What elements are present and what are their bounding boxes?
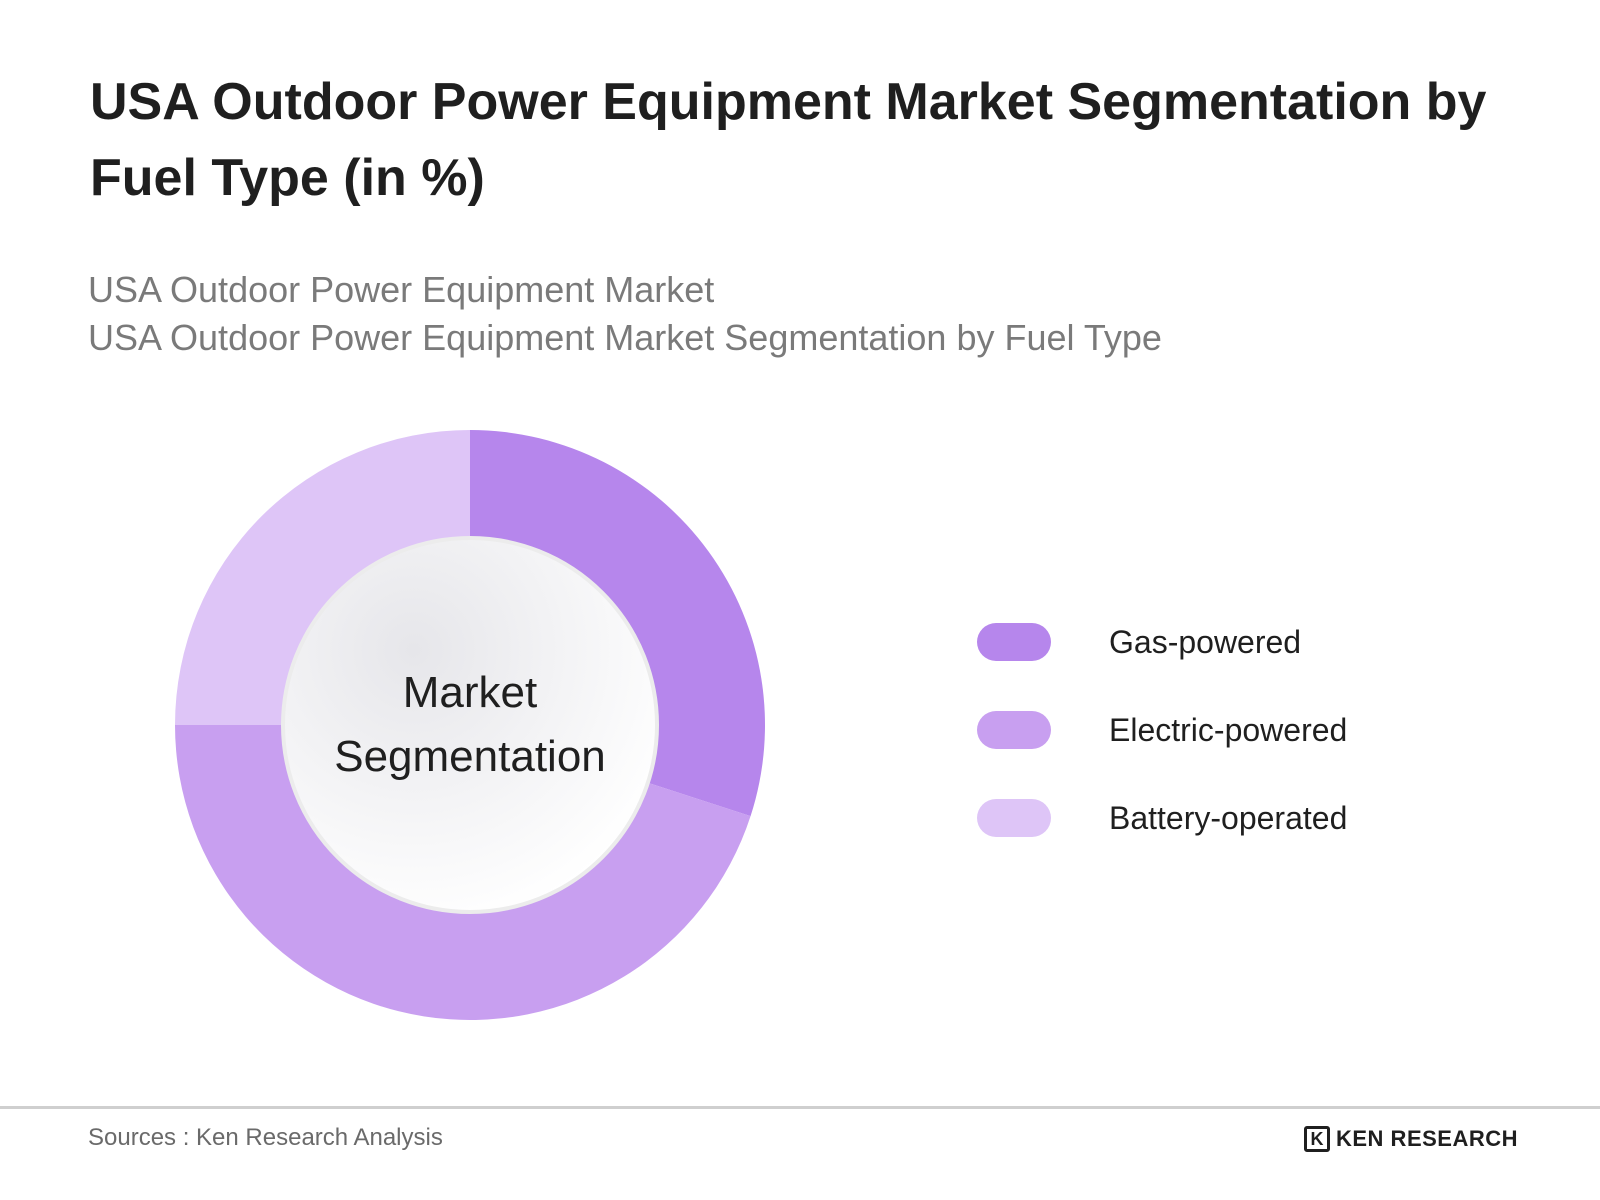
- footer-divider: [0, 1106, 1600, 1109]
- donut-slice-battery-operated: [175, 430, 470, 725]
- brand-logo-text: KEN RESEARCH: [1336, 1126, 1519, 1151]
- donut-slice-electric-powered: [175, 725, 751, 1020]
- legend-swatch-electric-powered: [977, 711, 1051, 749]
- legend-item-electric-powered: Electric-powered: [977, 686, 1347, 774]
- donut-slice-gas-powered: [470, 430, 765, 817]
- center-label-line-1: Market: [402, 668, 538, 717]
- chart-legend: Gas-powered Electric-powered Battery-ope…: [977, 598, 1347, 862]
- legend-label-electric-powered: Electric-powered: [1109, 711, 1348, 748]
- brand-logo-icon: K: [1304, 1126, 1330, 1152]
- legend-swatch-gas-powered: [977, 623, 1051, 661]
- source-note: Sources : Ken Research Analysis: [88, 1124, 443, 1151]
- subtitle-line-1: USA Outdoor Power Equipment Market: [88, 269, 715, 310]
- donut-center-label: Market Segmentation: [285, 540, 655, 910]
- legend-item-battery-operated: Battery-operated: [977, 774, 1347, 862]
- legend-swatch-battery-operated: [977, 799, 1051, 837]
- legend-label-battery-operated: Battery-operated: [1109, 799, 1348, 836]
- chart-subtitle: USA Outdoor Power Equipment Market USA O…: [88, 266, 1488, 362]
- legend-item-gas-powered: Gas-powered: [977, 598, 1347, 686]
- chart-title: USA Outdoor Power Equipment Market Segme…: [90, 73, 1487, 207]
- legend-label-gas-powered: Gas-powered: [1109, 623, 1302, 660]
- donut-center-disc: [281, 536, 659, 914]
- center-label-line-2: Segmentation: [334, 732, 606, 781]
- brand-logo: K KEN RESEARCH: [1304, 1126, 1518, 1152]
- subtitle-line-2: USA Outdoor Power Equipment Market Segme…: [88, 317, 1162, 358]
